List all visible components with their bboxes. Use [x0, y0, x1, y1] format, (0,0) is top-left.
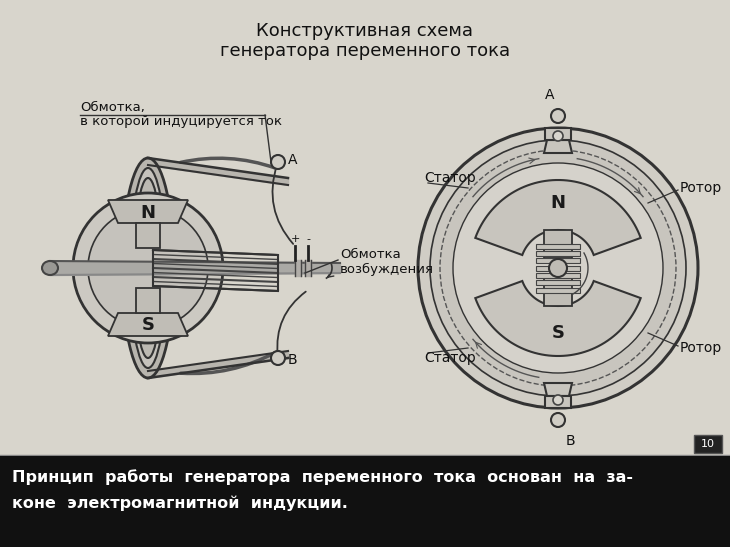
- Circle shape: [418, 128, 698, 408]
- Polygon shape: [536, 280, 580, 285]
- Text: +: +: [291, 234, 300, 244]
- Text: N: N: [550, 194, 566, 212]
- Ellipse shape: [88, 208, 208, 328]
- Polygon shape: [136, 223, 160, 248]
- Polygon shape: [544, 383, 572, 396]
- Polygon shape: [536, 273, 580, 278]
- Polygon shape: [536, 288, 580, 293]
- Text: S: S: [142, 316, 155, 334]
- Bar: [0, 456, 730, 547]
- Polygon shape: [536, 265, 580, 271]
- Circle shape: [430, 140, 686, 396]
- Circle shape: [440, 150, 676, 386]
- Ellipse shape: [130, 168, 166, 368]
- Text: Ротор: Ротор: [680, 181, 722, 195]
- Polygon shape: [544, 230, 572, 258]
- Text: в которой индуцируется ток: в которой индуцируется ток: [80, 115, 282, 129]
- Text: B: B: [288, 353, 298, 367]
- Circle shape: [549, 259, 567, 277]
- Text: N: N: [140, 204, 155, 222]
- Polygon shape: [545, 396, 571, 408]
- Polygon shape: [545, 128, 571, 140]
- Text: S: S: [551, 324, 564, 342]
- Polygon shape: [108, 200, 188, 223]
- Polygon shape: [544, 140, 572, 153]
- Circle shape: [553, 395, 563, 405]
- Text: -: -: [306, 234, 310, 244]
- Circle shape: [271, 351, 285, 365]
- Polygon shape: [475, 281, 641, 356]
- Text: Статор: Статор: [424, 351, 476, 365]
- Circle shape: [551, 413, 565, 427]
- Text: 10: 10: [701, 439, 715, 449]
- Circle shape: [553, 131, 563, 141]
- Text: A: A: [288, 153, 298, 167]
- Text: Конструктивная схема: Конструктивная схема: [256, 22, 474, 40]
- Text: Обмотка
возбуждения: Обмотка возбуждения: [340, 248, 434, 276]
- Ellipse shape: [73, 193, 223, 343]
- Text: Принцип  работы  генератора  переменного  тока  основан  на  за-: Принцип работы генератора переменного то…: [12, 469, 633, 485]
- Circle shape: [271, 155, 285, 169]
- Text: B: B: [566, 434, 576, 448]
- Text: Ротор: Ротор: [680, 341, 722, 355]
- Text: Обмотка,: Обмотка,: [80, 102, 145, 114]
- Polygon shape: [536, 243, 580, 248]
- Polygon shape: [136, 288, 160, 313]
- Text: генератора переменного тока: генератора переменного тока: [220, 42, 510, 60]
- Polygon shape: [536, 258, 580, 263]
- Circle shape: [453, 163, 663, 373]
- Polygon shape: [108, 313, 188, 336]
- Bar: [694, 435, 722, 453]
- Text: Статор: Статор: [424, 171, 476, 185]
- Ellipse shape: [134, 178, 162, 358]
- Circle shape: [551, 109, 565, 123]
- Ellipse shape: [42, 261, 58, 275]
- Polygon shape: [536, 251, 580, 256]
- Polygon shape: [544, 278, 572, 306]
- Polygon shape: [475, 180, 641, 255]
- Text: A: A: [545, 88, 555, 102]
- Ellipse shape: [122, 158, 174, 378]
- Text: коне  электромагнитной  индукции.: коне электромагнитной индукции.: [12, 495, 348, 511]
